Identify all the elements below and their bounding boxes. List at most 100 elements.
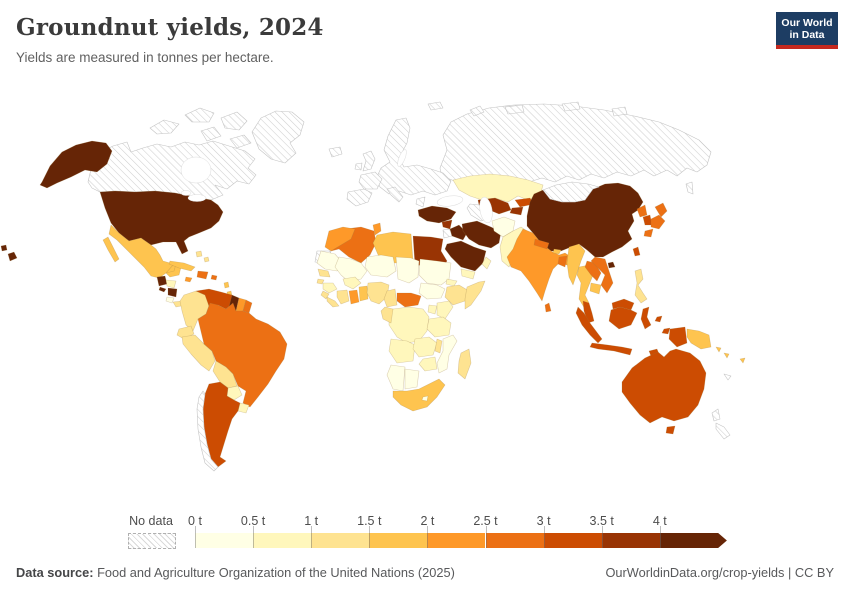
country-yemen[interactable]: Yemen bbox=[460, 268, 476, 280]
country-bhutan[interactable]: Bhutan bbox=[552, 248, 562, 255]
country-gabon[interactable]: Gabon and Congo bbox=[380, 306, 394, 324]
country-somalia[interactable]: Somalia bbox=[464, 280, 486, 310]
country-china[interactable]: China bbox=[526, 182, 644, 269]
country-taiwan[interactable]: Taiwan bbox=[632, 246, 641, 257]
country-uganda[interactable]: Uganda bbox=[427, 304, 438, 315]
country-svalbard[interactable]: Arctic islands bbox=[427, 101, 628, 117]
country-indonesia[interactable]: Indonesia bbox=[575, 306, 688, 356]
country-greece[interactable]: Greece bbox=[415, 196, 426, 208]
country-malawi[interactable]: Malawi bbox=[434, 338, 443, 354]
country-guinea[interactable]: Guinea bbox=[322, 282, 338, 294]
legend-no-data-swatch[interactable] bbox=[128, 533, 176, 549]
country-costarica[interactable]: Costa Rica bbox=[165, 296, 175, 304]
country-paraguay[interactable]: Paraguay bbox=[226, 385, 243, 401]
legend-segment-2[interactable] bbox=[311, 533, 370, 548]
country-cameroon[interactable]: Cameroon bbox=[383, 288, 398, 308]
country-ivorycoast[interactable]: Cote d'Ivoire bbox=[336, 289, 350, 305]
country-brazil[interactable]: Brazil bbox=[197, 302, 288, 408]
country-italy[interactable]: Italy bbox=[386, 186, 404, 203]
country-saudi[interactable]: Saudi Arabia bbox=[444, 240, 487, 272]
legend-segment-4[interactable] bbox=[427, 533, 486, 548]
country-cambodia[interactable]: Cambodia bbox=[589, 282, 602, 295]
country-namibia[interactable]: Namibia bbox=[386, 364, 406, 392]
country-senegal[interactable]: Senegal bbox=[317, 268, 331, 278]
country-guatemala[interactable]: Guatemala bbox=[156, 275, 168, 287]
country-morocco[interactable]: Morocco bbox=[324, 226, 356, 252]
country-guineabissau[interactable]: Guinea-Bissau bbox=[316, 278, 325, 285]
country-tunisia[interactable]: Tunisia bbox=[372, 222, 382, 236]
country-lesotho[interactable]: Lesotho bbox=[421, 395, 429, 402]
legend-segment-7[interactable] bbox=[601, 533, 660, 548]
country-niger[interactable]: Niger bbox=[364, 254, 397, 278]
country-jamaica[interactable]: Jamaica bbox=[184, 276, 193, 283]
country-zimbabwe[interactable]: Zimbabwe bbox=[418, 356, 438, 372]
legend-segment-8[interactable] bbox=[659, 533, 727, 548]
country-car[interactable]: Central African Republic bbox=[396, 292, 422, 308]
country-chile[interactable]: Chile bbox=[196, 390, 219, 472]
country-oman[interactable]: Oman bbox=[481, 256, 492, 270]
country-mongolia[interactable]: Mongolia bbox=[542, 181, 600, 203]
country-australia[interactable]: Australia bbox=[621, 348, 707, 435]
country-uruguay[interactable]: Uruguay bbox=[237, 402, 250, 414]
country-myanmar[interactable]: Myanmar bbox=[566, 243, 586, 286]
country-cuba[interactable]: Cuba bbox=[168, 260, 196, 272]
country-peru[interactable]: Peru bbox=[181, 334, 216, 372]
country-usa[interactable]: United States bbox=[0, 140, 224, 262]
country-vietnam[interactable]: Vietnam bbox=[590, 256, 614, 294]
country-zambia[interactable]: Zambia bbox=[412, 336, 438, 358]
country-ssudan[interactable]: South Sudan bbox=[418, 282, 446, 300]
country-togobenin[interactable]: Togo and Benin bbox=[358, 285, 369, 302]
country-bolivia[interactable]: Bolivia bbox=[212, 360, 238, 389]
country-solomon[interactable]: Solomon Islands bbox=[715, 346, 730, 359]
country-tajikistan[interactable]: Tajikistan bbox=[509, 206, 524, 216]
country-nicaragua[interactable]: Nicaragua bbox=[167, 287, 178, 298]
country-france[interactable]: France bbox=[358, 171, 383, 190]
country-madagascar[interactable]: Madagascar bbox=[457, 348, 472, 380]
legend-segment-3[interactable] bbox=[369, 533, 428, 548]
country-ghana[interactable]: Ghana bbox=[348, 289, 360, 305]
country-nigeria[interactable]: Nigeria bbox=[366, 281, 390, 305]
country-newcaledonia[interactable]: New Caledonia bbox=[723, 373, 732, 381]
country-puertorico[interactable]: Puerto Rico bbox=[210, 274, 218, 281]
country-mexico[interactable]: Mexico bbox=[102, 224, 182, 279]
country-greenland[interactable]: Greenland bbox=[251, 110, 305, 164]
legend-segment-5[interactable] bbox=[485, 533, 544, 548]
country-png[interactable]: Papua New Guinea bbox=[686, 328, 712, 350]
owid-logo[interactable]: Our World in Data bbox=[776, 12, 838, 49]
country-safrica[interactable]: South Africa bbox=[392, 378, 446, 412]
legend-segment-6[interactable] bbox=[543, 533, 602, 548]
country-botswana[interactable]: Botswana bbox=[404, 368, 420, 390]
country-eritrea[interactable]: Eritrea bbox=[445, 278, 458, 287]
country-mali[interactable]: Mali bbox=[334, 256, 368, 283]
country-europe[interactable]: Europe (no data) bbox=[375, 117, 452, 196]
country-philippines[interactable]: Philippines bbox=[634, 268, 648, 304]
country-angola[interactable]: Angola bbox=[388, 338, 416, 364]
country-iran[interactable]: Iran bbox=[461, 220, 502, 249]
legend-segment-1[interactable] bbox=[253, 533, 312, 548]
country-iceland[interactable]: Iceland bbox=[328, 146, 343, 158]
country-hispaniola[interactable]: Hispaniola bbox=[196, 270, 209, 280]
owid-link[interactable]: OurWorldinData.org/crop-yields | CC BY bbox=[605, 565, 834, 580]
country-bahamas[interactable]: Bahamas bbox=[195, 250, 210, 263]
country-fiji[interactable]: Fiji bbox=[739, 357, 746, 364]
country-nepal[interactable]: Nepal bbox=[533, 238, 550, 250]
country-nkorea[interactable]: North Korea bbox=[636, 204, 648, 218]
legend-segment-0[interactable] bbox=[195, 533, 254, 548]
country-tanzania[interactable]: Tanzania bbox=[426, 316, 452, 338]
country-honduras[interactable]: Honduras bbox=[165, 279, 177, 289]
country-ireland[interactable]: Ireland bbox=[354, 162, 363, 171]
country-mozambique[interactable]: Mozambique bbox=[436, 334, 458, 374]
country-nz[interactable]: New Zealand bbox=[711, 408, 731, 440]
country-elsalvador[interactable]: El Salvador bbox=[158, 286, 167, 293]
country-canada_arctic[interactable]: Canadian Arctic islands bbox=[149, 107, 252, 149]
country-srilanka[interactable]: Sri Lanka bbox=[544, 302, 552, 313]
country-kenya[interactable]: Kenya bbox=[436, 300, 454, 320]
country-mauritania[interactable]: Mauritania bbox=[316, 250, 342, 272]
country-uk[interactable]: United Kingdom bbox=[362, 150, 376, 172]
country-turkey[interactable]: Turkey bbox=[417, 205, 457, 224]
country-skorea[interactable]: South Korea bbox=[642, 214, 653, 226]
country-burkina[interactable]: Burkina Faso bbox=[342, 276, 362, 290]
country-liberia[interactable]: Liberia bbox=[326, 296, 340, 308]
country-japan[interactable]: Japan bbox=[643, 202, 668, 238]
country-chad[interactable]: Chad bbox=[395, 256, 420, 284]
